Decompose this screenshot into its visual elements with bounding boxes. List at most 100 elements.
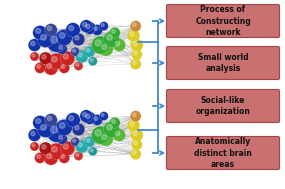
Circle shape bbox=[134, 51, 137, 55]
Circle shape bbox=[88, 147, 97, 156]
Circle shape bbox=[127, 119, 140, 132]
Circle shape bbox=[56, 119, 72, 136]
Circle shape bbox=[59, 33, 65, 38]
Circle shape bbox=[48, 143, 65, 159]
Circle shape bbox=[99, 42, 113, 56]
Circle shape bbox=[90, 59, 93, 62]
Circle shape bbox=[50, 36, 58, 43]
Circle shape bbox=[84, 46, 95, 57]
FancyBboxPatch shape bbox=[166, 46, 280, 80]
Circle shape bbox=[76, 153, 79, 156]
Circle shape bbox=[113, 129, 125, 141]
Circle shape bbox=[82, 112, 87, 117]
Circle shape bbox=[92, 25, 103, 35]
Circle shape bbox=[102, 45, 107, 50]
Circle shape bbox=[74, 152, 83, 160]
Circle shape bbox=[107, 35, 112, 40]
Circle shape bbox=[72, 123, 85, 136]
Text: Process of
Constructing
network: Process of Constructing network bbox=[195, 5, 251, 37]
Circle shape bbox=[86, 24, 90, 29]
Circle shape bbox=[66, 23, 80, 37]
Circle shape bbox=[133, 113, 136, 117]
Text: Small world
analysis: Small world analysis bbox=[198, 53, 248, 73]
Circle shape bbox=[130, 21, 141, 32]
Circle shape bbox=[56, 29, 72, 46]
Circle shape bbox=[41, 35, 46, 40]
Circle shape bbox=[39, 142, 52, 155]
FancyBboxPatch shape bbox=[166, 136, 280, 170]
Circle shape bbox=[71, 47, 80, 56]
FancyBboxPatch shape bbox=[166, 5, 280, 37]
Circle shape bbox=[107, 125, 112, 130]
Circle shape bbox=[28, 129, 41, 141]
Circle shape bbox=[57, 43, 67, 54]
Circle shape bbox=[80, 20, 93, 32]
Circle shape bbox=[101, 113, 104, 117]
Circle shape bbox=[94, 27, 98, 30]
Circle shape bbox=[32, 144, 35, 147]
Circle shape bbox=[130, 122, 134, 126]
Circle shape bbox=[131, 39, 143, 51]
Circle shape bbox=[30, 52, 39, 61]
Circle shape bbox=[130, 32, 134, 36]
Circle shape bbox=[103, 121, 120, 138]
Circle shape bbox=[59, 46, 62, 50]
Circle shape bbox=[134, 141, 137, 145]
Circle shape bbox=[88, 57, 97, 66]
Circle shape bbox=[47, 26, 52, 31]
Text: Social-like
organization: Social-like organization bbox=[196, 96, 251, 116]
Circle shape bbox=[37, 155, 40, 158]
Circle shape bbox=[133, 131, 137, 136]
Circle shape bbox=[69, 116, 74, 121]
Circle shape bbox=[59, 123, 65, 128]
Circle shape bbox=[101, 23, 104, 26]
Circle shape bbox=[36, 119, 41, 123]
Circle shape bbox=[76, 63, 79, 67]
Circle shape bbox=[91, 36, 109, 54]
Circle shape bbox=[63, 54, 68, 59]
Circle shape bbox=[83, 22, 96, 34]
Circle shape bbox=[47, 32, 66, 52]
Circle shape bbox=[44, 61, 58, 75]
Circle shape bbox=[84, 136, 95, 147]
Circle shape bbox=[86, 114, 90, 119]
Circle shape bbox=[59, 136, 62, 139]
Circle shape bbox=[33, 26, 47, 40]
Circle shape bbox=[30, 142, 39, 151]
Circle shape bbox=[103, 31, 120, 47]
Circle shape bbox=[99, 22, 108, 31]
Circle shape bbox=[42, 55, 46, 59]
Circle shape bbox=[61, 155, 65, 158]
Circle shape bbox=[86, 139, 90, 142]
Circle shape bbox=[75, 126, 79, 130]
Circle shape bbox=[37, 121, 54, 138]
Circle shape bbox=[133, 61, 136, 65]
Circle shape bbox=[130, 111, 141, 122]
Circle shape bbox=[95, 40, 101, 46]
Circle shape bbox=[131, 49, 142, 60]
Circle shape bbox=[31, 41, 35, 46]
Circle shape bbox=[78, 53, 82, 57]
Circle shape bbox=[47, 122, 66, 142]
Circle shape bbox=[115, 131, 120, 136]
Circle shape bbox=[63, 144, 68, 149]
Circle shape bbox=[82, 22, 87, 27]
Circle shape bbox=[76, 50, 88, 63]
Circle shape bbox=[115, 41, 120, 46]
Circle shape bbox=[47, 116, 52, 121]
Circle shape bbox=[113, 39, 125, 51]
Circle shape bbox=[59, 63, 70, 73]
Circle shape bbox=[109, 27, 120, 38]
Circle shape bbox=[47, 64, 52, 69]
Circle shape bbox=[50, 126, 58, 133]
Circle shape bbox=[83, 112, 96, 124]
Circle shape bbox=[71, 137, 80, 146]
Circle shape bbox=[42, 145, 46, 149]
Circle shape bbox=[33, 115, 47, 130]
Circle shape bbox=[91, 126, 109, 144]
Circle shape bbox=[74, 61, 83, 70]
Circle shape bbox=[130, 59, 141, 70]
Circle shape bbox=[133, 151, 136, 155]
Circle shape bbox=[59, 153, 70, 163]
Circle shape bbox=[60, 141, 75, 156]
